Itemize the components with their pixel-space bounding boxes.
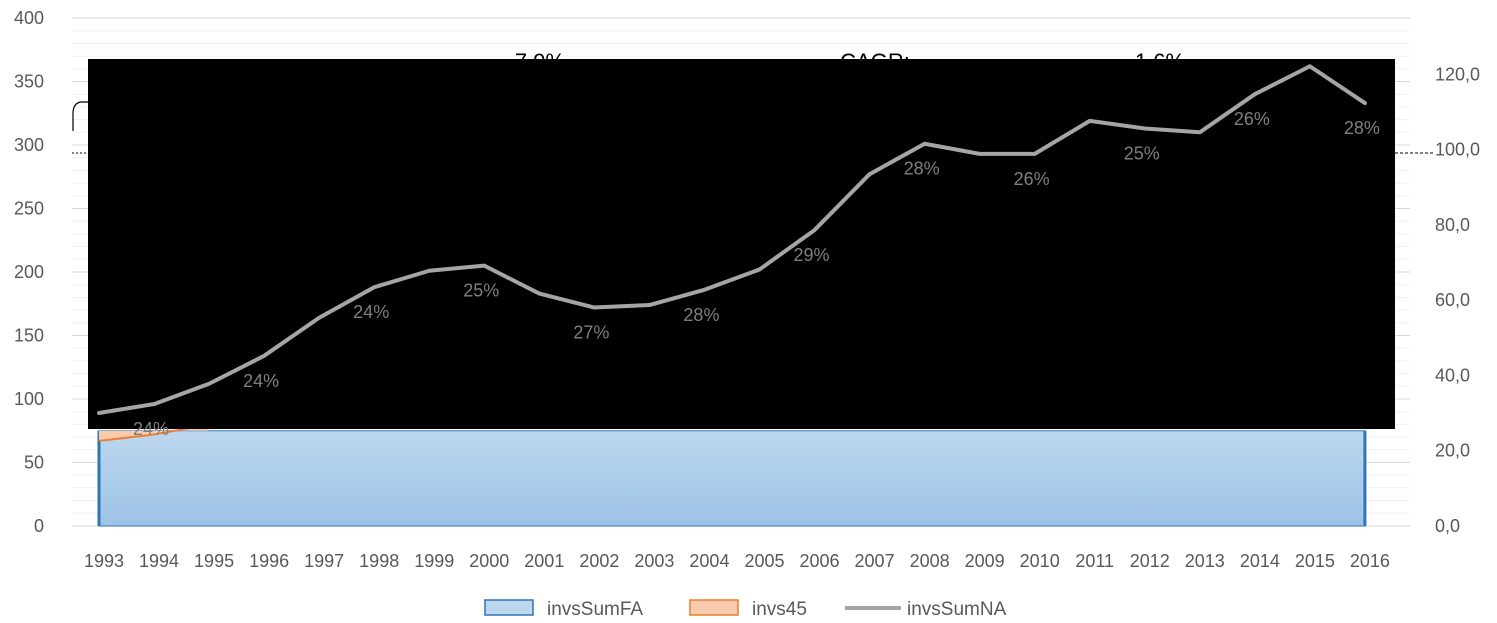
legend-item-label: invsSumNA xyxy=(907,599,1007,620)
cagr-annotation: CAGR: xyxy=(840,49,910,74)
invs45-legend-swatch xyxy=(689,599,739,616)
left-axis-tick-label: 300 xyxy=(14,135,44,155)
x-axis-tick-label: 2016 xyxy=(1350,551,1390,571)
occluding-block xyxy=(88,59,1395,429)
legend-item-label: invs45 xyxy=(752,599,807,620)
x-axis-tick-label: 2011 xyxy=(1075,551,1114,571)
percent-data-label: 27% xyxy=(573,323,609,343)
x-axis-tick-label: 2012 xyxy=(1130,551,1170,571)
left-axis-tick-label: 250 xyxy=(14,199,44,219)
x-axis-tick-label: 1998 xyxy=(359,551,399,571)
invsSumFA-area xyxy=(98,430,1366,527)
x-axis-tick-label: 1994 xyxy=(139,551,179,571)
percent-data-label: 25% xyxy=(463,281,499,301)
x-axis-tick-label: 2014 xyxy=(1240,551,1280,571)
right-axis-tick-label: 100,0 xyxy=(1435,140,1480,160)
x-axis-tick-label: 2015 xyxy=(1295,551,1335,571)
x-axis-tick-label: 2009 xyxy=(965,551,1005,571)
x-axis-tick-label: 1997 xyxy=(304,551,344,571)
x-axis-tick-label: 2000 xyxy=(469,551,509,571)
right-axis-tick-label: 60,0 xyxy=(1435,290,1470,310)
x-axis-tick-label: 1999 xyxy=(414,551,454,571)
x-axis-tick-label: 2001 xyxy=(524,551,564,571)
x-axis-tick-label: 2010 xyxy=(1020,551,1060,571)
left-axis-tick-label: 0 xyxy=(34,516,44,536)
percent-data-label: 29% xyxy=(794,245,830,265)
x-axis-tick-label: 2002 xyxy=(579,551,619,571)
percent-data-label: 28% xyxy=(683,305,719,325)
right-axis-tick-label: 80,0 xyxy=(1435,215,1470,235)
left-axis-tick-label: 50 xyxy=(24,453,44,473)
x-axis-tick-label: 2008 xyxy=(910,551,950,571)
x-axis-tick-label: 2003 xyxy=(634,551,674,571)
x-axis-tick-label: 2005 xyxy=(744,551,784,571)
x-axis-tick-label: 2004 xyxy=(689,551,729,571)
invsSumFA-legend-swatch xyxy=(484,599,534,616)
left-axis-tick-label: 400 xyxy=(14,8,44,28)
x-axis-tick-label: 1993 xyxy=(84,551,124,571)
x-axis-tick-label: 2013 xyxy=(1185,551,1225,571)
cagr-annotation: 7,9% xyxy=(515,49,565,74)
left-axis-tick-label: 350 xyxy=(14,72,44,92)
percent-data-label: 26% xyxy=(1234,109,1270,129)
right-axis-tick-label: 0,0 xyxy=(1435,516,1460,536)
left-axis-tick-label: 150 xyxy=(14,326,44,346)
x-axis-tick-label: 1996 xyxy=(249,551,289,571)
percent-data-label: 26% xyxy=(1014,169,1050,189)
left-axis-tick-label: 100 xyxy=(14,389,44,409)
x-axis-tick-label: 2006 xyxy=(799,551,839,571)
legend-item-label: invsSumFA xyxy=(547,599,643,620)
invsSumNA-line xyxy=(97,64,1367,415)
right-axis-tick-label: 40,0 xyxy=(1435,365,1470,385)
percent-data-label: 28% xyxy=(904,159,940,179)
right-axis-tick-label: 20,0 xyxy=(1435,441,1470,461)
x-axis-tick-label: 2007 xyxy=(855,551,895,571)
percent-data-label: 24% xyxy=(353,302,389,322)
cagr-annotation: 1,6% xyxy=(1135,49,1185,74)
right-axis-tick-label: 120,0 xyxy=(1435,64,1480,84)
percent-data-label: 24% xyxy=(133,419,169,439)
x-axis-tick-label: 1995 xyxy=(194,551,234,571)
percent-data-label: 28% xyxy=(1344,118,1380,138)
left-axis-tick-label: 200 xyxy=(14,262,44,282)
percent-data-label: 24% xyxy=(243,371,279,391)
bracket-fragment xyxy=(72,101,88,131)
percent-data-label: 25% xyxy=(1124,143,1160,163)
